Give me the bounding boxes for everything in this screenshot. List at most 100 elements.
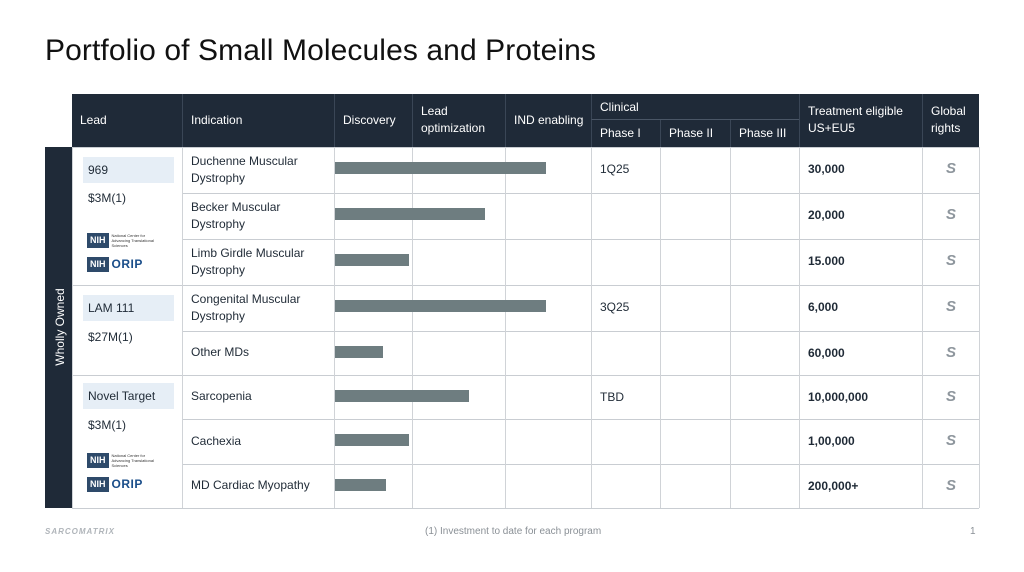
header-lead-opt-line2: optimization	[421, 121, 486, 135]
progress-bar	[335, 254, 409, 266]
global-rights-icon: S	[945, 344, 956, 361]
global-rights-icon: S	[945, 298, 956, 315]
header-global-line1: Global	[931, 104, 966, 118]
phase1-value: TBD	[600, 390, 624, 404]
lead-name-novel-target: Novel Target	[83, 383, 174, 409]
lead-investment-969: $3M(1)	[88, 191, 127, 205]
orip-logo-nih-mark: NIH	[87, 476, 109, 492]
indication-line1: Sarcopenia	[191, 389, 252, 403]
header-phase1-label: Phase I	[600, 126, 641, 140]
nih-logo: NIH National Center for Advancing Transl…	[87, 451, 164, 469]
indication-line1: Duchenne Muscular	[191, 154, 298, 168]
header-clinical: Clinical	[591, 94, 799, 120]
indication-line2: Dystrophy	[191, 171, 246, 185]
nih-logo-mark: NIH	[87, 232, 109, 248]
orip-logo: NIH ORIP	[87, 475, 143, 493]
indication-line1: MD Cardiac Myopathy	[191, 478, 310, 492]
lead-name-969: 969	[83, 157, 174, 183]
wholly-owned-label: Wholly Owned	[53, 288, 67, 366]
header-lead-optimization: Lead optimization	[412, 94, 505, 147]
global-rights-icon: S	[945, 252, 956, 269]
treatment-eligible-value: 20,000	[808, 208, 845, 222]
row-divider	[182, 239, 979, 240]
progress-bar	[335, 346, 383, 358]
global-rights-icon: S	[945, 432, 956, 449]
indication-line2: Dystrophy	[191, 217, 246, 231]
orip-logo-text: ORIP	[111, 477, 143, 491]
progress-bar	[335, 390, 469, 402]
indication-line2: Dystrophy	[191, 263, 246, 277]
phase1-value: 1Q25	[600, 162, 630, 176]
header-indication-label: Indication	[191, 113, 243, 127]
lead-name-lam111: LAM 111	[83, 295, 174, 321]
indication-line1: Limb Girdle Muscular	[191, 246, 305, 260]
header-discovery: Discovery	[334, 94, 412, 147]
header-clinical-label: Clinical	[600, 100, 639, 114]
indication-line1: Becker Muscular	[191, 200, 281, 214]
header-treatment-line1: Treatment eligible	[808, 104, 903, 118]
column-divider	[72, 147, 73, 508]
lead-investment-lam111: $27M(1)	[88, 330, 133, 344]
column-divider	[922, 147, 923, 508]
page-number: 1	[970, 526, 976, 537]
row-divider	[72, 508, 979, 509]
progress-bar	[335, 208, 485, 220]
treatment-eligible-value: 10,000,000	[808, 390, 869, 404]
header-treatment-eligible: Treatment eligible US+EU5	[799, 94, 922, 147]
row-divider	[182, 331, 979, 332]
header-phase1: Phase I	[591, 120, 660, 147]
nih-logo-mark: NIH	[87, 452, 109, 468]
treatment-eligible-value: 60,000	[808, 346, 845, 360]
header-ind-label: IND enabling	[514, 113, 584, 127]
column-divider	[799, 147, 800, 508]
row-divider	[182, 464, 979, 465]
column-divider	[412, 147, 413, 508]
global-rights-icon: S	[945, 160, 956, 177]
nih-logo-caption: National Center for Advancing Translatio…	[111, 232, 154, 248]
header-phase3: Phase III	[730, 120, 799, 147]
header-treatment-line2: US+EU5	[808, 121, 856, 135]
header-global-rights: Global rights	[922, 94, 979, 147]
column-divider	[505, 147, 506, 508]
row-divider	[182, 419, 979, 420]
indication-line2: Dystrophy	[191, 309, 246, 323]
indication-line1: Congenital Muscular	[191, 292, 301, 306]
orip-logo-nih-mark: NIH	[87, 256, 109, 272]
orip-logo: NIH ORIP	[87, 255, 143, 273]
header-discovery-label: Discovery	[343, 113, 396, 127]
row-divider	[72, 375, 979, 376]
column-divider	[334, 147, 335, 508]
treatment-eligible-value: 200,000+	[808, 479, 859, 493]
lead-investment-novel-target: $3M(1)	[88, 418, 127, 432]
column-divider	[979, 147, 980, 508]
progress-bar	[335, 162, 546, 174]
header-indication: Indication	[182, 94, 334, 147]
header-phase2-label: Phase II	[669, 126, 714, 140]
header-lead: Lead	[72, 94, 182, 147]
header-phase3-label: Phase III	[739, 126, 787, 140]
row-divider	[72, 147, 979, 148]
wholly-owned-sidebar	[45, 147, 72, 508]
global-rights-icon: S	[945, 477, 956, 494]
nih-logo-caption: National Center for Advancing Translatio…	[111, 452, 154, 468]
footer-brand-logo: SARCOMATRIX	[45, 527, 115, 536]
progress-bar	[335, 479, 386, 491]
treatment-eligible-value: 1,00,000	[808, 434, 855, 448]
footer-note: (1) Investment to date for each program	[425, 526, 602, 537]
row-divider	[182, 193, 979, 194]
phase1-value: 3Q25	[600, 300, 630, 314]
orip-logo-text: ORIP	[111, 257, 143, 271]
header-lead-opt-line1: Lead	[421, 104, 448, 118]
treatment-eligible-value: 15.000	[808, 254, 845, 268]
column-divider	[730, 147, 731, 508]
global-rights-icon: S	[945, 388, 956, 405]
header-lead-label: Lead	[80, 113, 107, 127]
treatment-eligible-value: 30,000	[808, 162, 845, 176]
column-divider	[182, 147, 183, 508]
column-divider	[660, 147, 661, 508]
global-rights-icon: S	[945, 206, 956, 223]
column-divider	[591, 147, 592, 508]
progress-bar	[335, 300, 546, 312]
indication-line1: Cachexia	[191, 433, 242, 448]
row-divider	[72, 285, 979, 286]
